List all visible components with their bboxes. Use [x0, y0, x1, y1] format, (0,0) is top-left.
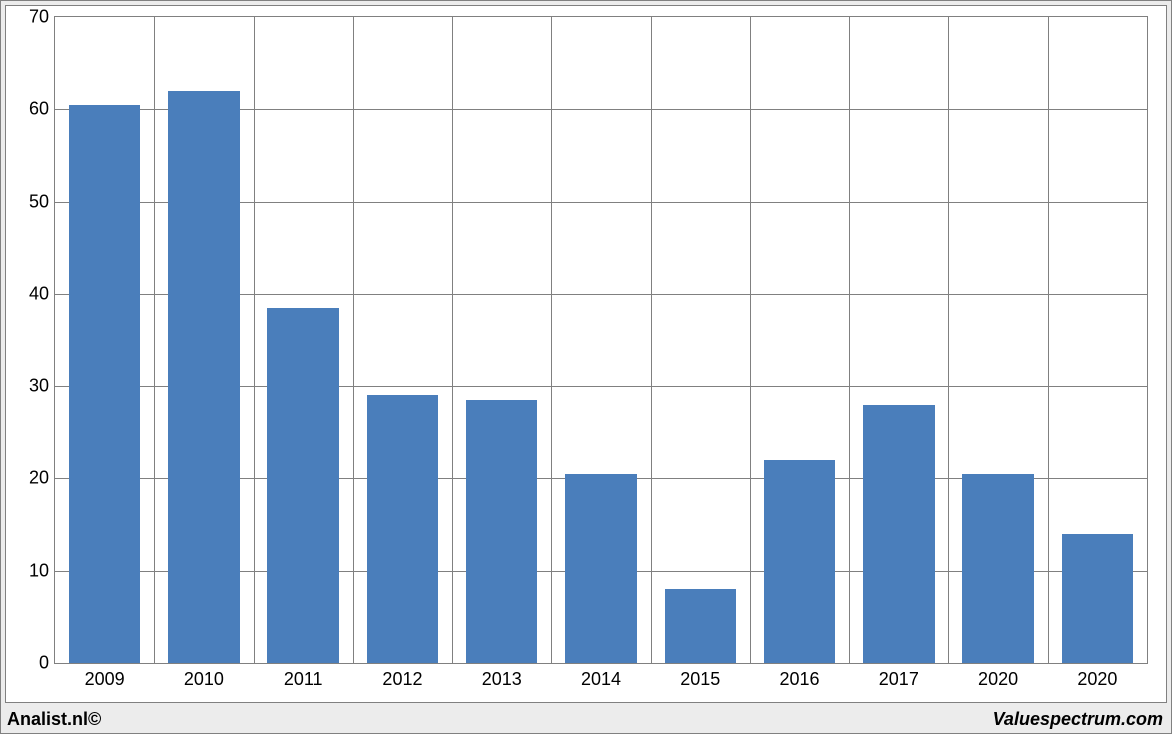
x-axis-tick-label: 2016: [780, 669, 820, 690]
plot-area: 0102030405060702009201020112012201320142…: [54, 16, 1148, 664]
y-axis-tick-label: 30: [29, 376, 49, 397]
x-axis-tick-label: 2020: [1077, 669, 1117, 690]
x-axis-tick-label: 2020: [978, 669, 1018, 690]
y-axis-tick-label: 40: [29, 283, 49, 304]
gridline-vertical: [452, 17, 453, 663]
x-axis-tick-label: 2010: [184, 669, 224, 690]
gridline-vertical: [948, 17, 949, 663]
bar: [863, 405, 934, 663]
bar: [665, 589, 736, 663]
gridline-vertical: [750, 17, 751, 663]
x-axis-tick-label: 2015: [680, 669, 720, 690]
x-axis-tick-label: 2014: [581, 669, 621, 690]
x-axis-tick-label: 2011: [284, 669, 323, 690]
bar: [764, 460, 835, 663]
x-axis-tick-label: 2017: [879, 669, 919, 690]
y-axis-tick-label: 10: [29, 560, 49, 581]
gridline-vertical: [551, 17, 552, 663]
y-axis-tick-label: 0: [39, 653, 49, 674]
y-axis-tick-label: 50: [29, 191, 49, 212]
x-axis-tick-label: 2013: [482, 669, 522, 690]
bar: [962, 474, 1033, 663]
y-axis-tick-label: 20: [29, 468, 49, 489]
bar: [466, 400, 537, 663]
gridline-vertical: [1048, 17, 1049, 663]
chart-frame: 0 10 20 30 40 50 60 70 2009 2010 2011 2012 2013 2014 2…: [0, 0, 1172, 734]
bar: [1062, 534, 1133, 663]
bar: [168, 91, 239, 663]
y-axis-tick-label: 60: [29, 99, 49, 120]
footer-right-credit: Valuespectrum.com: [993, 709, 1163, 730]
x-axis-tick-label: 2012: [382, 669, 422, 690]
gridline-vertical: [254, 17, 255, 663]
gridline-vertical: [849, 17, 850, 663]
gridline-vertical: [154, 17, 155, 663]
footer-left-credit: Analist.nl©: [7, 709, 101, 730]
y-axis-tick-label: 70: [29, 7, 49, 28]
bar: [565, 474, 636, 663]
bar: [367, 395, 438, 663]
bar: [267, 308, 338, 663]
chart-inner-frame: 0 10 20 30 40 50 60 70 2009 2010 2011 2012 2013 2014 2…: [5, 5, 1167, 703]
bar: [69, 105, 140, 663]
x-axis-tick-label: 2009: [85, 669, 125, 690]
gridline-vertical: [353, 17, 354, 663]
gridline-vertical: [651, 17, 652, 663]
